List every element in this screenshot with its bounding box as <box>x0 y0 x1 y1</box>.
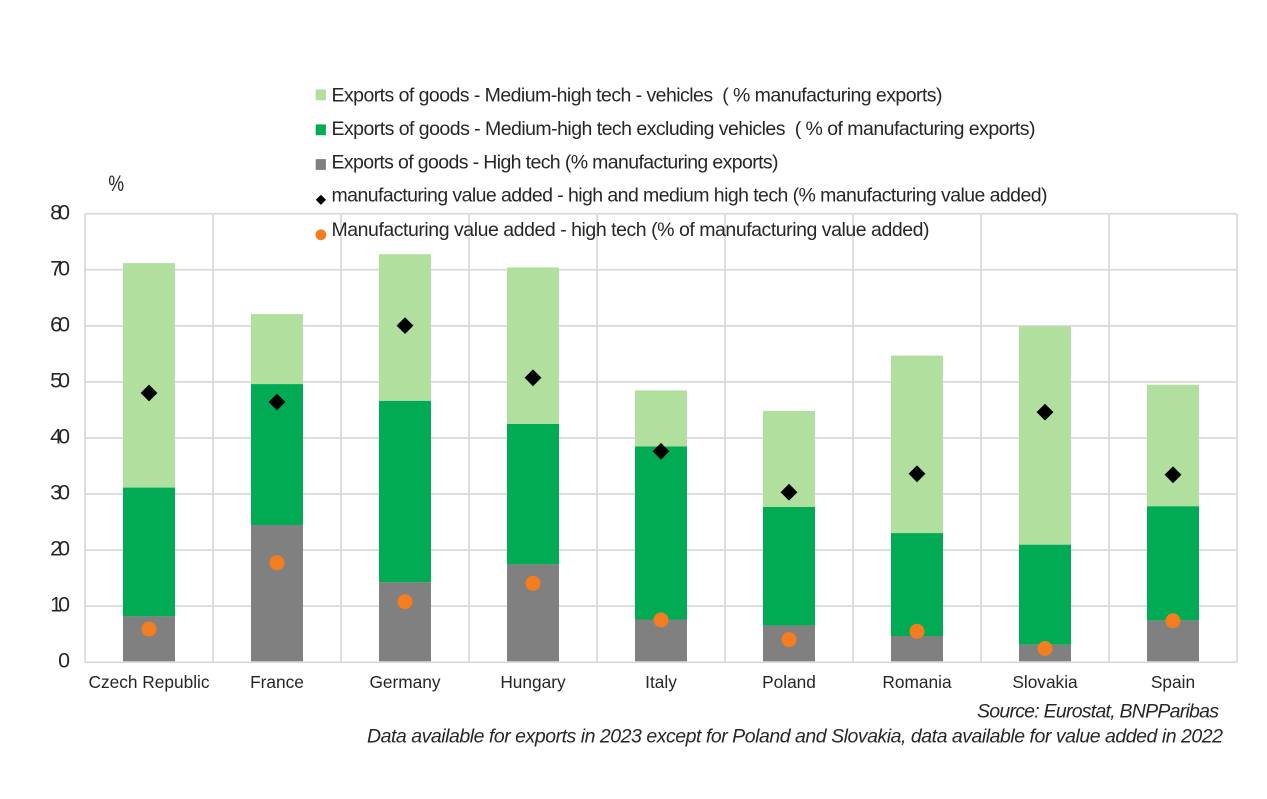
svg-text:Manufacturing value added - hi: Manufacturing value added - high tech (%… <box>332 219 930 241</box>
svg-text:Germany: Germany <box>369 672 440 692</box>
svg-text:%: % <box>108 171 124 196</box>
svg-text:Romania: Romania <box>882 672 952 692</box>
svg-text:0: 0 <box>58 649 70 673</box>
svg-text:Exports of goods - Medium-high: Exports of goods - Medium-high tech excl… <box>332 118 1036 140</box>
svg-text:Exports of goods - Medium-high: Exports of goods - Medium-high tech - ve… <box>332 84 943 106</box>
svg-text:20: 20 <box>50 536 70 560</box>
svg-text:40: 40 <box>50 424 70 448</box>
svg-text:50: 50 <box>50 368 70 392</box>
svg-text:Czech Republic: Czech Republic <box>88 672 209 692</box>
svg-text:Poland: Poland <box>762 672 816 692</box>
svg-text:Data available for exports in: Data available for exports in 2023 excep… <box>367 726 1223 748</box>
svg-text:Source: Eurostat, BNPParibas: Source: Eurostat, BNPParibas <box>977 701 1219 723</box>
svg-text:10: 10 <box>50 592 70 616</box>
svg-text:30: 30 <box>50 480 70 504</box>
svg-text:80: 80 <box>50 200 70 224</box>
svg-text:Italy: Italy <box>645 672 677 692</box>
svg-text:Exports of goods - High tech (: Exports of goods - High tech (% manufact… <box>332 151 779 173</box>
svg-text:Slovakia: Slovakia <box>1012 672 1078 692</box>
svg-text:Hungary: Hungary <box>500 672 566 692</box>
svg-text:Spain: Spain <box>1151 672 1195 692</box>
svg-text:70: 70 <box>50 256 70 280</box>
svg-text:manufacturing value added - hi: manufacturing value added - high and med… <box>332 185 1048 207</box>
svg-text:60: 60 <box>50 312 70 336</box>
svg-text:France: France <box>250 672 304 692</box>
